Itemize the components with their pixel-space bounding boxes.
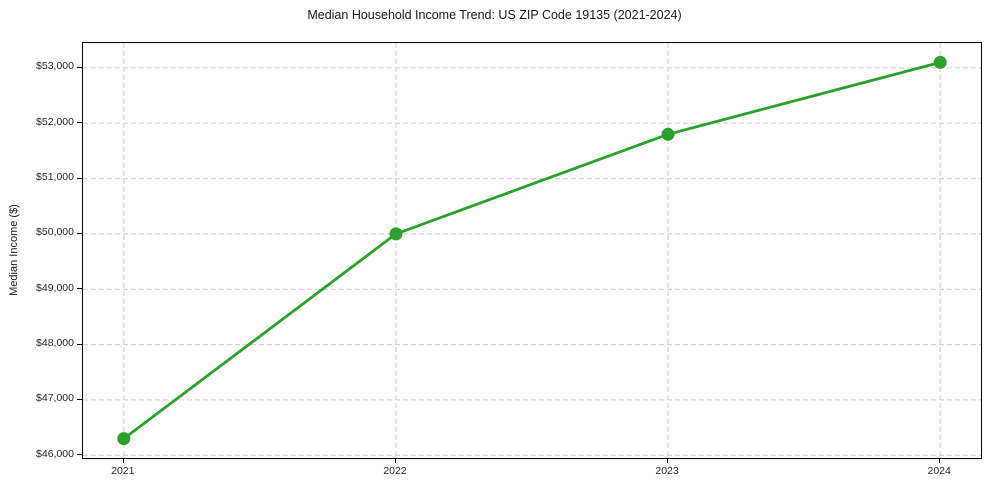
y-tick-label: $52,000	[36, 115, 74, 128]
y-tick-label: $53,000	[36, 60, 74, 73]
y-tick-mark	[77, 398, 82, 401]
y-tick-mark	[77, 343, 82, 345]
x-tick-mark	[394, 458, 397, 463]
y-tick-label: $46,000	[36, 447, 74, 460]
chart-title: Median Household Income Trend: US ZIP Co…	[307, 8, 682, 22]
y-tick-label: $50,000	[36, 226, 74, 239]
y-tick-mark	[77, 177, 82, 179]
y-tick-label: $49,000	[36, 281, 74, 294]
x-tick-label: 2022	[383, 465, 407, 477]
plot-area	[82, 42, 982, 459]
data-point-marker	[389, 227, 403, 241]
y-tick-mark	[77, 454, 82, 456]
x-tick-mark	[667, 458, 669, 463]
y-tick-label: $51,000	[36, 171, 74, 184]
x-tick-label: 2021	[111, 465, 135, 477]
data-point-marker	[661, 127, 675, 141]
y-tick-mark	[77, 122, 82, 124]
x-tick-mark	[939, 458, 941, 463]
trend-line	[122, 60, 942, 441]
plot-canvas	[83, 43, 981, 458]
x-tick-label: 2024	[927, 465, 951, 477]
y-tick-label: $47,000	[36, 392, 74, 405]
data-point-marker	[117, 432, 131, 446]
data-point-marker	[933, 55, 947, 69]
x-tick-mark	[122, 458, 124, 463]
y-tick-mark	[77, 288, 82, 290]
y-tick-mark	[77, 232, 82, 235]
y-tick-label: $48,000	[36, 337, 74, 350]
x-tick-label: 2023	[655, 465, 679, 477]
y-tick-mark	[77, 66, 82, 69]
